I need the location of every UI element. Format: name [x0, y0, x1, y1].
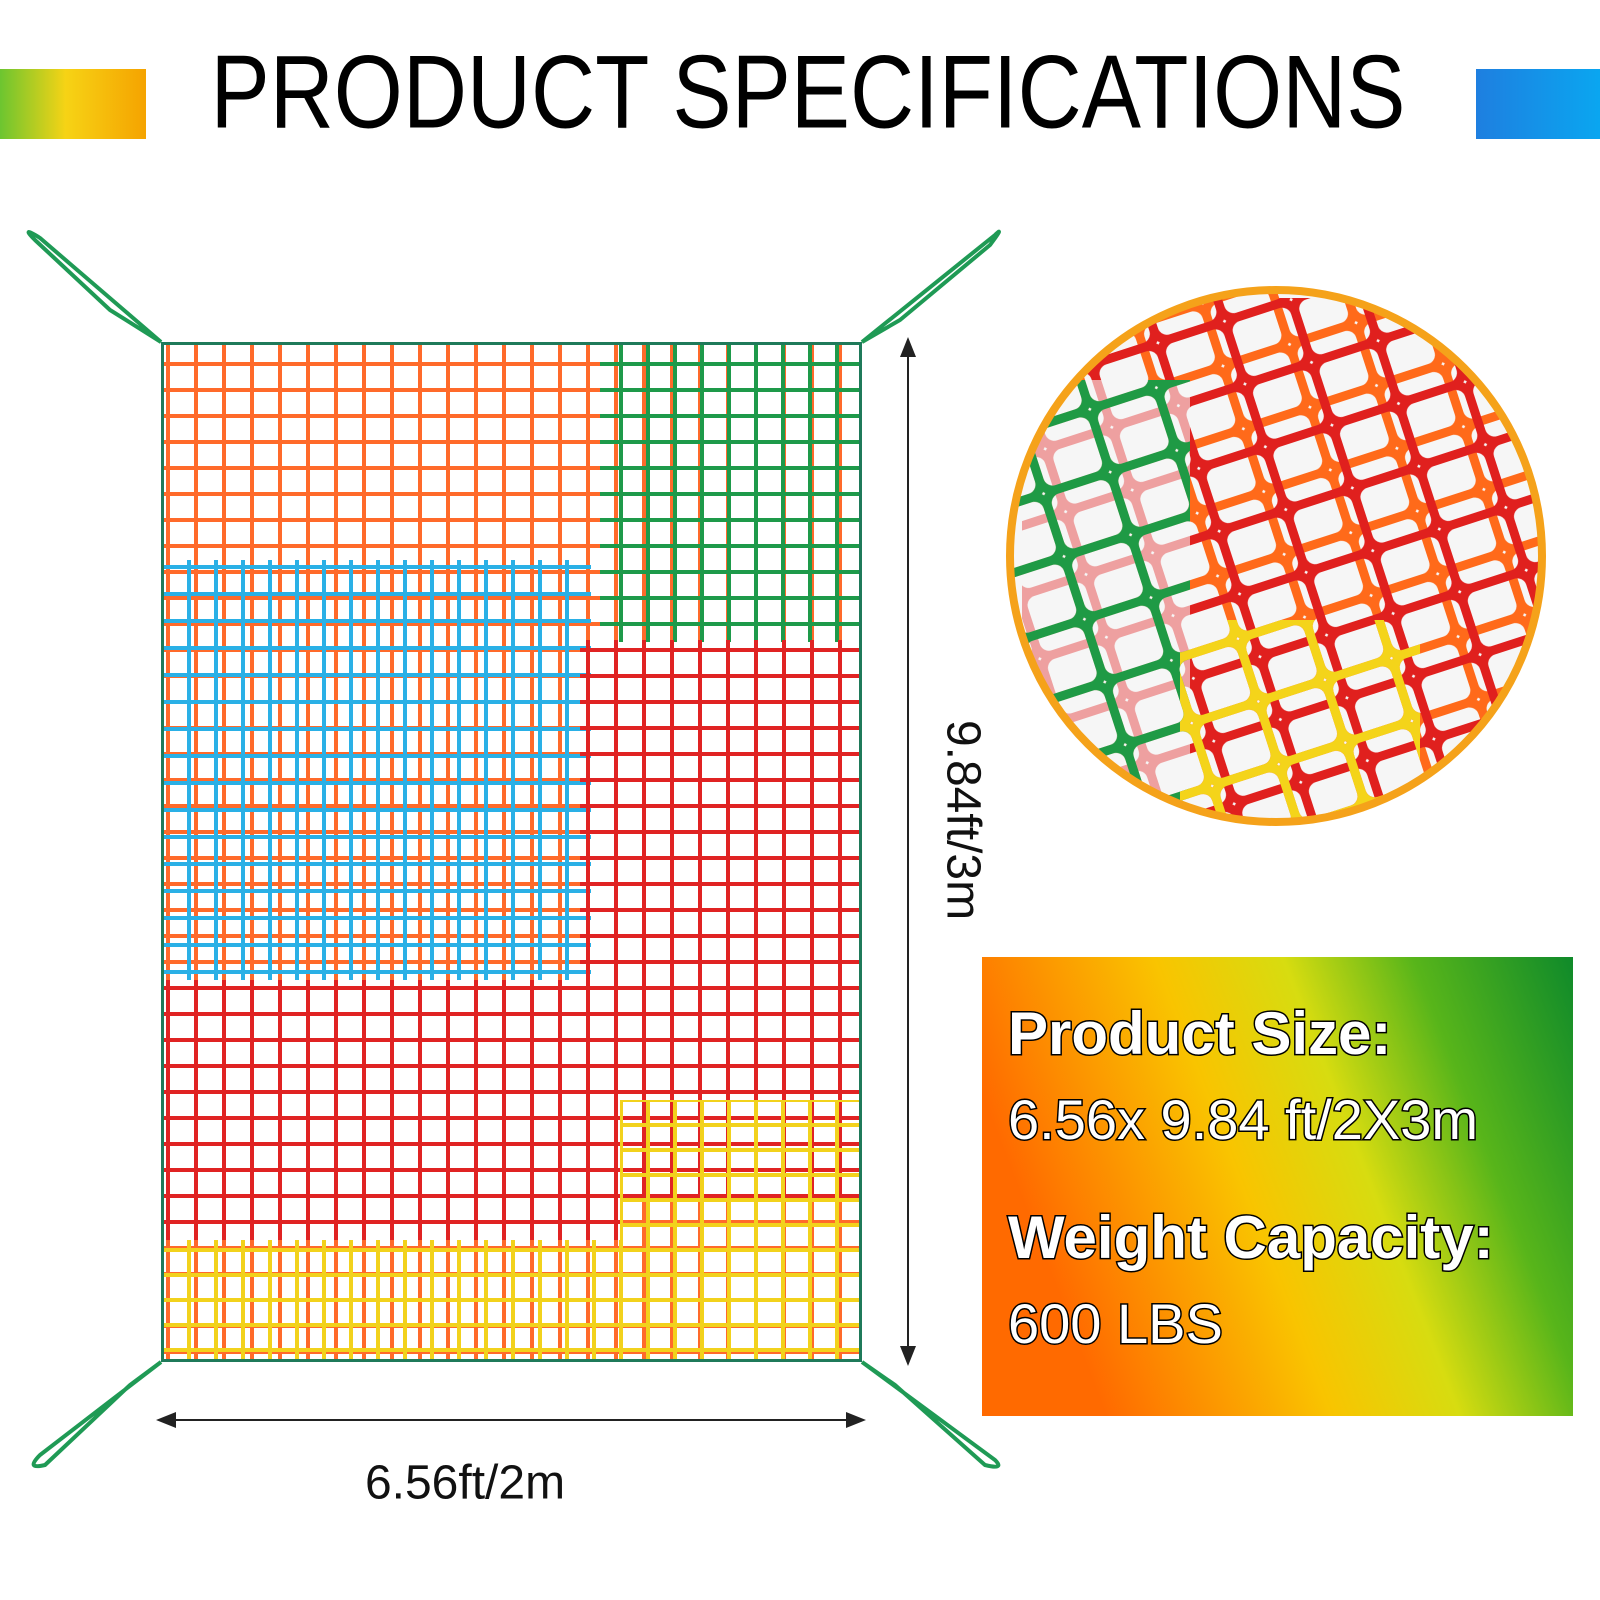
net — [161, 342, 862, 1362]
detail-circle-border — [1006, 286, 1546, 826]
spec-label: Weight Capacity: — [1008, 1204, 1494, 1271]
header-bar-left — [0, 69, 146, 139]
spec-box — [982, 957, 1573, 1416]
spec-value: 6.56x 9.84 ft/2X3m — [1008, 1088, 1478, 1151]
height-label: 9.84ft/3m — [936, 720, 989, 920]
title: PRODUCT SPECIFICATIONS — [211, 34, 1406, 150]
spec-label: Product Size: — [1008, 1000, 1391, 1067]
spec-value: 600 LBS — [1008, 1292, 1223, 1355]
header-bar-right — [1476, 69, 1600, 139]
detail-circle — [1008, 288, 1544, 824]
net-loops — [26, 229, 1001, 1469]
width-label: 6.56ft/2m — [365, 1457, 565, 1510]
